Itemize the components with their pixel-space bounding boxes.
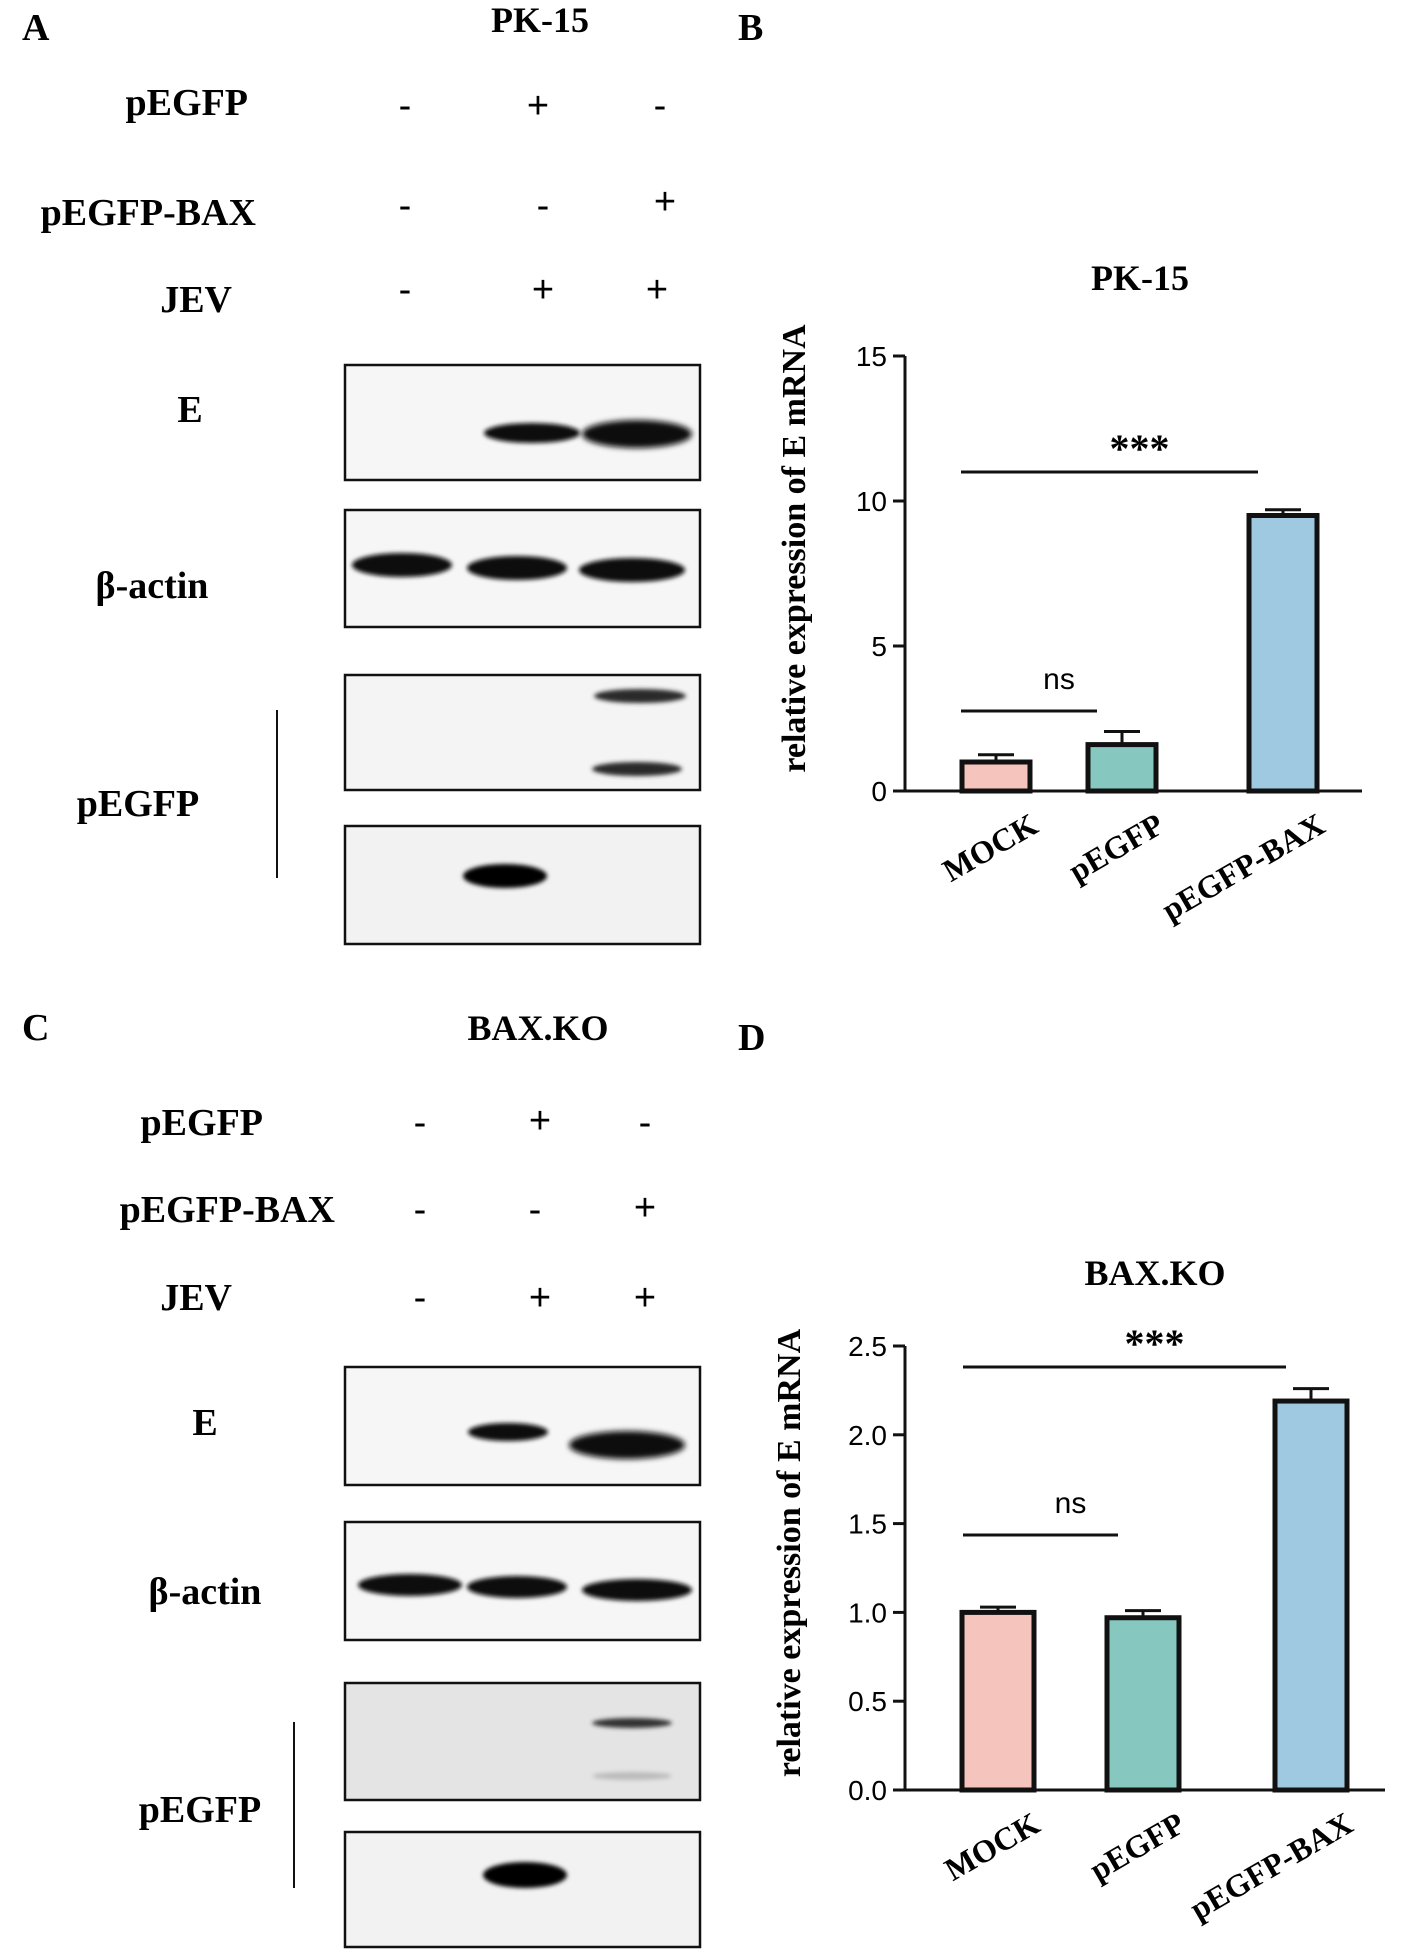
condition-label-jev: JEV <box>160 279 232 321</box>
bar <box>1085 742 1159 794</box>
sign-cell: - <box>414 1189 427 1231</box>
blot-band <box>352 553 452 577</box>
blot-label-pegfp: pEGFP <box>139 1789 261 1831</box>
blot-pegfp <box>343 824 702 946</box>
significance-label: ns <box>1043 663 1075 696</box>
y-tick-label: 0.0 <box>848 1775 887 1806</box>
sign-cell: + <box>532 269 554 311</box>
blot-e <box>343 1365 702 1487</box>
blot-pegfp <box>343 1830 702 1949</box>
blot-actin <box>343 508 702 629</box>
panel-b-letter: B <box>738 7 763 49</box>
y-tick-label: 5 <box>871 631 887 662</box>
chart-d: BAX.KO relative expression of E mRNA 0.0 0.… <box>771 1253 1385 1927</box>
x-tick-label: MOCK <box>936 806 1043 889</box>
blot-band <box>467 1576 567 1598</box>
sign-cell: - <box>529 1189 542 1231</box>
sign-cell: + <box>527 85 549 127</box>
condition-label-pegfp-bax: pEGFP-BAX <box>120 1189 335 1231</box>
y-tick-label: 2.0 <box>848 1420 887 1451</box>
sign-cell: - <box>639 1102 652 1144</box>
blot-band <box>484 423 580 443</box>
blot-band <box>467 556 567 580</box>
blot-band <box>594 689 686 703</box>
x-tick-label: MOCK <box>938 1805 1045 1888</box>
blot-band <box>358 1574 462 1596</box>
y-tick-label: 2.5 <box>848 1331 887 1362</box>
blot-band <box>582 420 692 448</box>
x-tick-label: pEGFP-BAX <box>1183 1805 1358 1927</box>
sign-cell: + <box>529 1100 551 1142</box>
sign-cell: + <box>634 1277 656 1319</box>
y-tick-label: 10 <box>856 486 887 517</box>
blot-label-actin: β-actin <box>149 1571 262 1613</box>
sign-cell: - <box>537 185 550 227</box>
x-tick-label: pEGFP <box>1062 806 1169 889</box>
sign-cell: - <box>399 85 412 127</box>
blot-band <box>592 762 682 776</box>
condition-label-jev: JEV <box>160 1277 232 1319</box>
sign-cell: - <box>399 185 412 227</box>
sign-cell: + <box>529 1277 551 1319</box>
blot-label-pegfp: pEGFP <box>77 783 199 825</box>
chart-b: PK-15 relative expression of E mRNA 0 5 10 15… <box>776 258 1362 928</box>
panel-a-letter: A <box>22 7 50 49</box>
panel-c-cell-line: BAX.KO <box>467 1008 608 1048</box>
chart-title: BAX.KO <box>1084 1253 1225 1293</box>
condition-label-pegfp: pEGFP <box>126 82 248 124</box>
panel-d-letter: D <box>738 1017 765 1059</box>
condition-label-pegfp-bax: pEGFP-BAX <box>41 192 256 234</box>
panel-a: A PK-15 pEGFP pEGFP-BAX JEV - + - - - + … <box>22 0 702 946</box>
blot-band <box>569 1431 685 1459</box>
significance-label: ns <box>1055 1487 1087 1520</box>
significance-label: *** <box>1125 1321 1185 1366</box>
sign-cell: - <box>654 85 667 127</box>
bar <box>1272 1398 1350 1793</box>
sign-cell: + <box>634 1187 656 1229</box>
blot-pegfp-bax <box>343 1681 702 1802</box>
x-tick-label: pEGFP-BAX <box>1155 806 1330 928</box>
blot-pegfp-bax <box>343 673 702 792</box>
chart-title: PK-15 <box>1091 258 1189 298</box>
y-tick-label: 1.5 <box>848 1509 887 1540</box>
blot-e <box>343 363 702 482</box>
panel-c-letter: C <box>22 1007 49 1049</box>
panel-a-cell-line: PK-15 <box>491 0 589 40</box>
x-tick-label: pEGFP <box>1083 1805 1190 1888</box>
sign-cell: - <box>414 1102 427 1144</box>
blot-band <box>483 1862 567 1888</box>
blot-band <box>592 1772 672 1780</box>
sign-cell: - <box>414 1277 427 1319</box>
bar <box>959 1609 1037 1793</box>
y-tick-label: 0 <box>871 776 887 807</box>
blot-band <box>592 1718 672 1728</box>
sign-cell: + <box>654 181 676 223</box>
panel-c: C BAX.KO pEGFP pEGFP-BAX JEV - + - - - +… <box>22 1007 702 1949</box>
blot-band <box>582 1579 692 1601</box>
blot-band <box>463 864 547 888</box>
bar <box>1246 513 1320 794</box>
bar <box>959 759 1033 794</box>
y-tick-label: 0.5 <box>848 1686 887 1717</box>
blot-actin <box>343 1520 702 1642</box>
y-axis-label: relative expression of E mRNA <box>771 1328 808 1777</box>
blot-band <box>468 1423 548 1441</box>
sign-cell: - <box>399 269 412 311</box>
sign-cell: + <box>646 269 668 311</box>
bar <box>1104 1615 1182 1793</box>
y-axis-label: relative expression of E mRNA <box>776 324 813 773</box>
y-tick-label: 1.0 <box>848 1597 887 1628</box>
blot-label-actin: β-actin <box>96 565 209 607</box>
blot-label-e: E <box>192 1402 217 1444</box>
significance-label: *** <box>1110 426 1170 471</box>
blot-band <box>579 558 685 582</box>
blot-label-e: E <box>177 389 202 431</box>
condition-label-pegfp: pEGFP <box>141 1102 263 1144</box>
y-tick-label: 15 <box>856 341 887 372</box>
